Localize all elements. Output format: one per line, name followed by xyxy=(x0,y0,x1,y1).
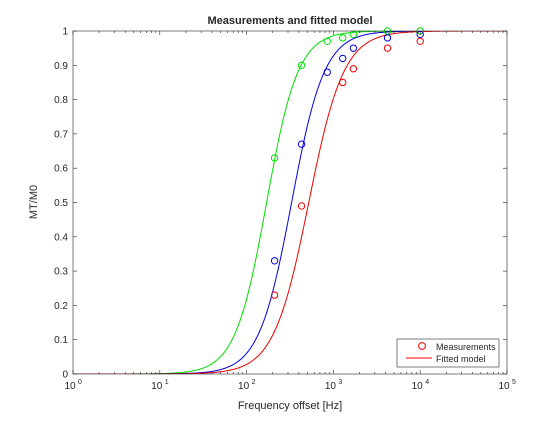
x-tick-label: 10 xyxy=(412,381,424,392)
measurement-point-series-2 xyxy=(323,68,331,76)
y-tick-label: 0 xyxy=(62,370,68,381)
x-tick-label: 10 xyxy=(151,381,163,392)
x-tick-label-exponent: 3 xyxy=(338,379,342,386)
x-tick-label-exponent: 2 xyxy=(252,379,256,386)
measurement-point-series-1 xyxy=(270,154,279,162)
y-axis-label: MT/M0 xyxy=(28,185,40,219)
x-tick-label: 10 xyxy=(498,381,510,392)
y-tick-label: 0.9 xyxy=(54,61,68,72)
measurement-point-series-1 xyxy=(297,61,306,70)
y-tick-label: 0.2 xyxy=(54,301,68,312)
measurement-point-series-3 xyxy=(297,202,306,210)
measurement-point-series-3 xyxy=(349,65,358,73)
legend-measurements-marker xyxy=(418,342,426,350)
legend-fitted-model-label: Fitted model xyxy=(436,354,486,364)
measurement-markers xyxy=(270,27,424,299)
y-tick-label: 0.6 xyxy=(54,164,68,175)
x-axis-label: Frequency offset [Hz] xyxy=(238,400,342,412)
x-tick-label: 10 xyxy=(238,381,250,392)
x-tick-label-exponent: 5 xyxy=(512,379,516,386)
measurement-point-series-2 xyxy=(349,44,358,52)
x-tick-label: 10 xyxy=(325,381,337,392)
measurement-point-series-3 xyxy=(383,44,392,52)
measurement-point-series-3 xyxy=(339,78,347,87)
axes: 10 0 10 1 10 2 10 3 10 4 10 500.10.20.30.40.50.60.7… xyxy=(54,27,516,393)
measurement-point-series-2 xyxy=(297,140,306,148)
measurement-point-series-3 xyxy=(416,37,424,45)
legend-measurements-label: Measurements xyxy=(436,342,496,352)
plot-area xyxy=(73,31,507,374)
y-tick-label: 0.7 xyxy=(54,129,68,140)
legend-box xyxy=(396,338,500,368)
y-tick-label: 0.5 xyxy=(54,198,68,209)
x-tick-label-exponent: 4 xyxy=(425,379,429,386)
chart-title: Measurements and fitted model xyxy=(207,15,372,27)
measurement-point-series-3 xyxy=(270,291,279,299)
x-tick-label-exponent: 1 xyxy=(165,379,169,386)
measurement-point-series-2 xyxy=(339,54,347,63)
measurement-point-series-2 xyxy=(270,257,279,265)
legend: Measurements Fitted model xyxy=(396,338,500,368)
measurement-point-series-1 xyxy=(323,37,331,45)
x-tick-label: 10 xyxy=(64,381,76,392)
y-tick-label: 0.4 xyxy=(54,232,68,243)
measurement-point-series-2 xyxy=(383,34,392,42)
measurement-point-series-1 xyxy=(339,34,347,42)
x-tick-label-exponent: 0 xyxy=(78,379,82,386)
y-tick-label: 0.1 xyxy=(54,335,68,346)
y-tick-label: 1 xyxy=(62,27,68,38)
y-tick-label: 0.3 xyxy=(54,267,68,278)
y-tick-label: 0.8 xyxy=(54,95,68,106)
